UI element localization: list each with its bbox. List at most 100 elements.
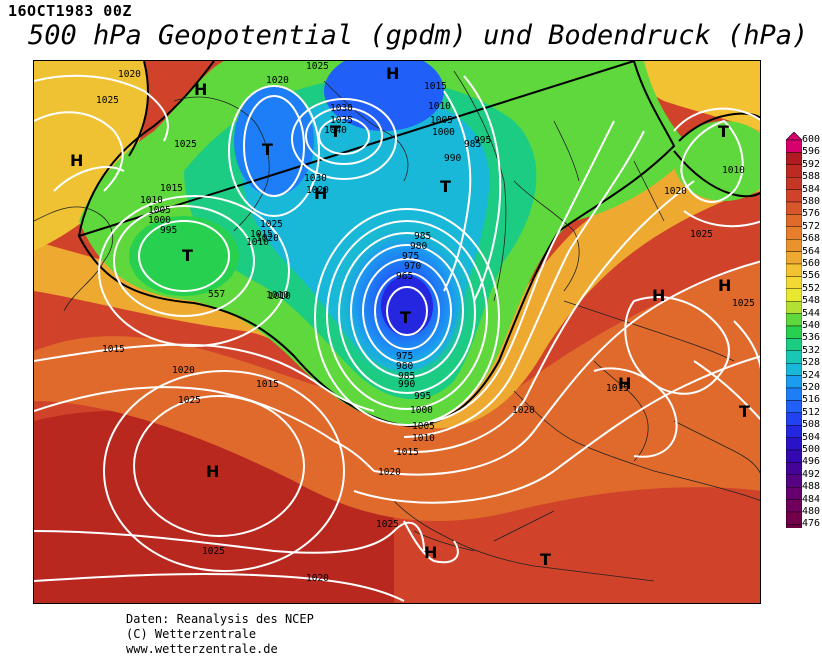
pressure-label: 1010 <box>268 291 291 302</box>
legend-cell <box>786 375 802 389</box>
legend-label: 528 <box>802 357 821 369</box>
pressure-label: 1005 <box>412 421 435 432</box>
legend-label: 540 <box>802 320 821 331</box>
pressure-label: 1020 <box>266 75 289 86</box>
pressure-label: 1020 <box>256 233 279 244</box>
pressure-label: 975 <box>402 251 419 262</box>
contour-552-nw <box>128 61 150 157</box>
pressure-label: 1000 <box>410 405 433 416</box>
pressure-label: 1020 <box>172 365 195 376</box>
pressure-label: 1025 <box>306 61 329 72</box>
pressure-label: 1025 <box>690 229 713 240</box>
pressure-label: 557 <box>208 289 225 300</box>
pressure-label: 1000 <box>432 127 455 138</box>
legend-cell <box>786 226 802 240</box>
field-north-blue <box>324 61 444 131</box>
legend-label: 476 <box>802 518 821 530</box>
legend-label: 520 <box>802 382 821 393</box>
legend-arrow-top <box>786 132 802 141</box>
pressure-label: 985 <box>464 139 481 150</box>
pressure-label: 990 <box>444 153 461 164</box>
chart-date: 16OCT1983 00Z <box>8 2 132 20</box>
pressure-label: 1020 <box>306 573 329 584</box>
pressure-label: 1005 <box>148 205 171 216</box>
low-center: T <box>540 550 551 569</box>
color-legend <box>786 132 802 528</box>
high-center: H <box>386 64 399 83</box>
legend-cell <box>786 214 802 228</box>
legend-label: 556 <box>802 270 821 282</box>
legend-cell <box>786 338 802 351</box>
low-center: T <box>262 140 273 159</box>
legend-cell <box>786 487 802 500</box>
legend-label: 568 <box>802 233 821 245</box>
pressure-label: 1010 <box>722 165 745 176</box>
pressure-label: 1015 <box>424 81 447 92</box>
legend-label: 488 <box>802 481 821 493</box>
pressure-label: 1005 <box>430 115 453 126</box>
credit-website: www.wetterzentrale.de <box>126 642 278 656</box>
pressure-label: 1025 <box>178 395 201 406</box>
legend-label: 576 <box>802 208 821 220</box>
legend-cell <box>786 412 802 426</box>
low-center: T <box>330 122 341 141</box>
field-ne-yellow <box>634 61 760 131</box>
high-center: H <box>618 374 631 393</box>
legend-label: 596 <box>802 146 821 158</box>
credit-data-source: Daten: Reanalysis des NCEP <box>126 612 314 626</box>
legend-label: 512 <box>802 406 821 418</box>
legend-label: 496 <box>802 456 821 468</box>
pressure-label: 1020 <box>512 405 535 416</box>
high-center: H <box>70 151 83 170</box>
field-west-low <box>129 216 239 296</box>
high-center: H <box>314 184 327 203</box>
legend-cell <box>786 201 802 215</box>
legend-cell <box>786 499 802 513</box>
legend-label: 508 <box>802 419 821 431</box>
legend-label: 524 <box>802 369 821 381</box>
pressure-label: 965 <box>396 271 413 282</box>
pressure-label: 1000 <box>148 215 171 226</box>
legend-cell <box>786 300 802 314</box>
pressure-label: 1020 <box>664 186 687 197</box>
legend-cell <box>786 474 802 488</box>
pressure-label: 1030 <box>304 173 327 184</box>
field-nw-blue <box>234 86 314 196</box>
legend-cell <box>786 313 802 327</box>
legend-cell <box>786 189 802 203</box>
legend-label: 536 <box>802 332 821 344</box>
credits: Daten: Reanalysis des NCEP (C) Wetterzen… <box>126 612 314 657</box>
legend-cell <box>786 524 802 528</box>
weather-map: 1025 1020 1025 1020 1015 1010 1005 1000 … <box>33 60 761 604</box>
pressure-label: 1015 <box>250 229 273 240</box>
legend-cell <box>786 425 802 438</box>
legend-cell <box>786 387 802 401</box>
legend-cell <box>786 238 802 252</box>
legend-label: 500 <box>802 444 821 455</box>
pressure-label: 1025 <box>96 95 119 106</box>
pressure-centers: H H H T T T T T H H H T H H T H T <box>70 64 750 569</box>
legend-label: 600 <box>802 134 821 145</box>
pressure-label: 1010 <box>428 101 451 112</box>
legend-cell <box>786 511 802 525</box>
field-central-core <box>381 276 433 336</box>
pressure-label: 1020 <box>118 69 141 80</box>
legend-cell <box>786 177 802 190</box>
legend-label: 544 <box>802 307 821 319</box>
legend-label: 532 <box>802 344 821 356</box>
pressure-label: 1010 <box>140 195 163 206</box>
high-center: H <box>718 276 731 295</box>
field-orange-band <box>34 261 760 521</box>
low-center: T <box>739 402 750 421</box>
legend-label: 592 <box>802 158 821 170</box>
legend-label: 492 <box>802 468 821 480</box>
legend-cell <box>786 362 802 376</box>
pressure-label: 1020 <box>306 185 329 196</box>
pressure-label: 980 <box>396 361 413 372</box>
pressure-label: 990 <box>398 379 415 390</box>
pressure-label: 1025 <box>174 139 197 150</box>
legend-cell <box>786 251 802 265</box>
pressure-label: 1025 <box>732 298 755 309</box>
pressure-label: 1010 <box>412 433 435 444</box>
low-center: T <box>182 246 193 265</box>
